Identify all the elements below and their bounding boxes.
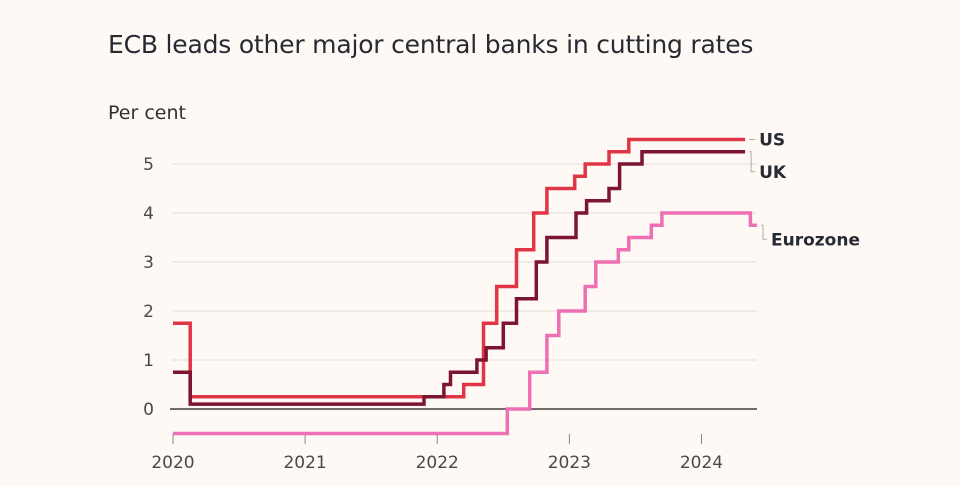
grid-layer [170,163,757,444]
series-label-us: US [759,131,785,151]
series-label-eurozone: Eurozone [771,230,860,250]
x-tick-label: 2024 [680,453,723,473]
x-tick-label: 2020 [151,453,194,473]
x-tick-label: 2022 [416,453,459,473]
series-line-uk [173,150,746,406]
y-tick-label: 5 [143,155,154,175]
series-line-us [173,137,746,399]
series-label-uk: UK [759,163,787,183]
y-tick-label: 1 [143,351,154,371]
x-tick-label: 2023 [548,453,591,473]
series-layer [173,137,757,436]
label-layer: Per cent 0 1 2 3 4 5 2020 2021 2022 2023 2024 US UK Eu… [108,102,860,473]
leader-line-eurozone [761,224,767,240]
y-axis-label: Per cent [108,102,186,124]
series-line-eurozone [173,211,757,436]
y-tick-label: 3 [143,253,154,273]
chart-title: ECB leads other major central banks in c… [108,30,754,59]
leader-line-uk [749,151,756,173]
y-tick-label: 2 [143,302,154,322]
x-tick-label: 2021 [283,453,326,473]
y-tick-label: 4 [143,204,154,224]
y-tick-label: 0 [143,400,154,420]
